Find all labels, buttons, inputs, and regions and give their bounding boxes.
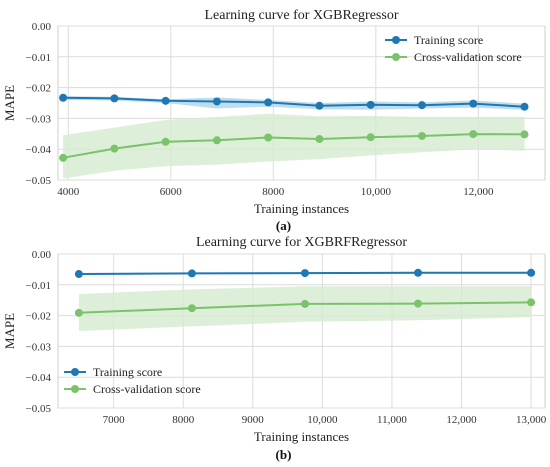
- y-tick-label: −0.04: [26, 372, 52, 384]
- cv-score-point: [74, 308, 83, 317]
- legend-label: Training score: [93, 365, 162, 379]
- cv-score-point: [300, 299, 309, 308]
- cv-score-point: [110, 144, 119, 153]
- training-score-point: [59, 93, 68, 102]
- cv-score-point: [315, 135, 324, 144]
- chart-title: Learning curve for XGBRFRegressor: [196, 235, 407, 250]
- training-score-point: [366, 100, 375, 109]
- legend-swatch-marker: [71, 385, 79, 393]
- cv-score-point: [59, 153, 68, 162]
- cv-score-point: [187, 304, 196, 313]
- training-score-point: [527, 268, 536, 277]
- legend-label: Training score: [414, 33, 483, 47]
- x-tick-label: 7000: [103, 414, 126, 426]
- plot-area: [57, 253, 546, 409]
- x-tick-label: 10,000: [307, 414, 338, 426]
- legend-swatch-marker: [71, 368, 79, 376]
- training-score-point: [315, 101, 324, 110]
- legend-label: Cross-validation score: [414, 50, 522, 64]
- y-tick-label: −0.04: [26, 144, 52, 156]
- y-axis-label: MAPE: [2, 85, 17, 121]
- y-tick-label: −0.03: [26, 113, 52, 125]
- legend-label: Cross-validation score: [93, 382, 201, 396]
- training-score-point: [414, 268, 423, 277]
- cv-score-point: [414, 299, 423, 308]
- cv-score-band: [63, 113, 525, 179]
- cv-score-point: [212, 136, 221, 145]
- figure-caption: (b): [276, 447, 292, 462]
- cv-score-point: [366, 133, 375, 142]
- cv-score-point: [264, 133, 273, 142]
- x-axis-label: Training instances: [254, 429, 349, 444]
- x-tick-label: 11,000: [377, 414, 407, 426]
- x-tick-label: 6000: [160, 186, 183, 198]
- y-tick-label: −0.01: [26, 52, 51, 64]
- chart-a: 0.00 −0.01 −0.02 −0.03 −0.04 −0.05 4000 6000 800…: [2, 8, 546, 233]
- cv-score-point: [161, 137, 170, 146]
- cv-score-point: [469, 130, 478, 139]
- x-tick-label: 4000: [57, 186, 80, 198]
- x-tick-label: 8000: [262, 186, 285, 198]
- training-score-point: [110, 94, 119, 103]
- y-tick-label: −0.05: [26, 175, 52, 187]
- training-score-point: [74, 270, 83, 279]
- x-tick-label: 10,000: [361, 186, 392, 198]
- y-tick-label: −0.02: [26, 311, 51, 323]
- legend-swatch-marker: [392, 36, 400, 44]
- x-axis-label: Training instances: [254, 201, 349, 216]
- cv-score-point: [527, 298, 536, 307]
- y-tick-label: −0.01: [26, 280, 51, 292]
- figure-caption: (a): [276, 218, 291, 233]
- training-score-line: [63, 96, 525, 108]
- x-tick-label: 9000: [242, 414, 265, 426]
- y-tick-label: −0.05: [26, 403, 52, 415]
- training-score-point: [161, 96, 170, 105]
- training-score-point: [212, 97, 221, 106]
- cv-score-line: [62, 133, 525, 159]
- training-score-band: [63, 96, 525, 110]
- training-score-point: [264, 98, 273, 107]
- cv-score-point: [417, 131, 426, 140]
- cv-score-band: [78, 286, 532, 331]
- y-tick-label: −0.03: [26, 341, 52, 353]
- x-tick-label: 12,000: [446, 414, 477, 426]
- chart-title: Learning curve for XGBRegressor: [205, 8, 399, 23]
- training-score-point: [187, 269, 196, 278]
- chart-b: 0.00 −0.01 −0.02 −0.03 −0.04 −0.05 7000 8000 900…: [2, 235, 547, 462]
- training-score-point: [417, 101, 426, 110]
- y-tick-label: 0.00: [32, 21, 52, 33]
- training-score-point: [469, 99, 478, 108]
- x-tick-label: 8000: [172, 414, 195, 426]
- y-tick-label: 0.00: [32, 249, 52, 261]
- cv-score-point: [520, 130, 529, 139]
- x-tick-label: 13,000: [516, 414, 547, 426]
- training-score-point: [300, 269, 309, 278]
- y-tick-label: −0.02: [26, 83, 51, 95]
- x-tick-label: 12,000: [463, 186, 494, 198]
- y-axis-label: MAPE: [2, 313, 17, 349]
- legend-swatch-marker: [392, 53, 400, 61]
- training-score-point: [520, 102, 529, 111]
